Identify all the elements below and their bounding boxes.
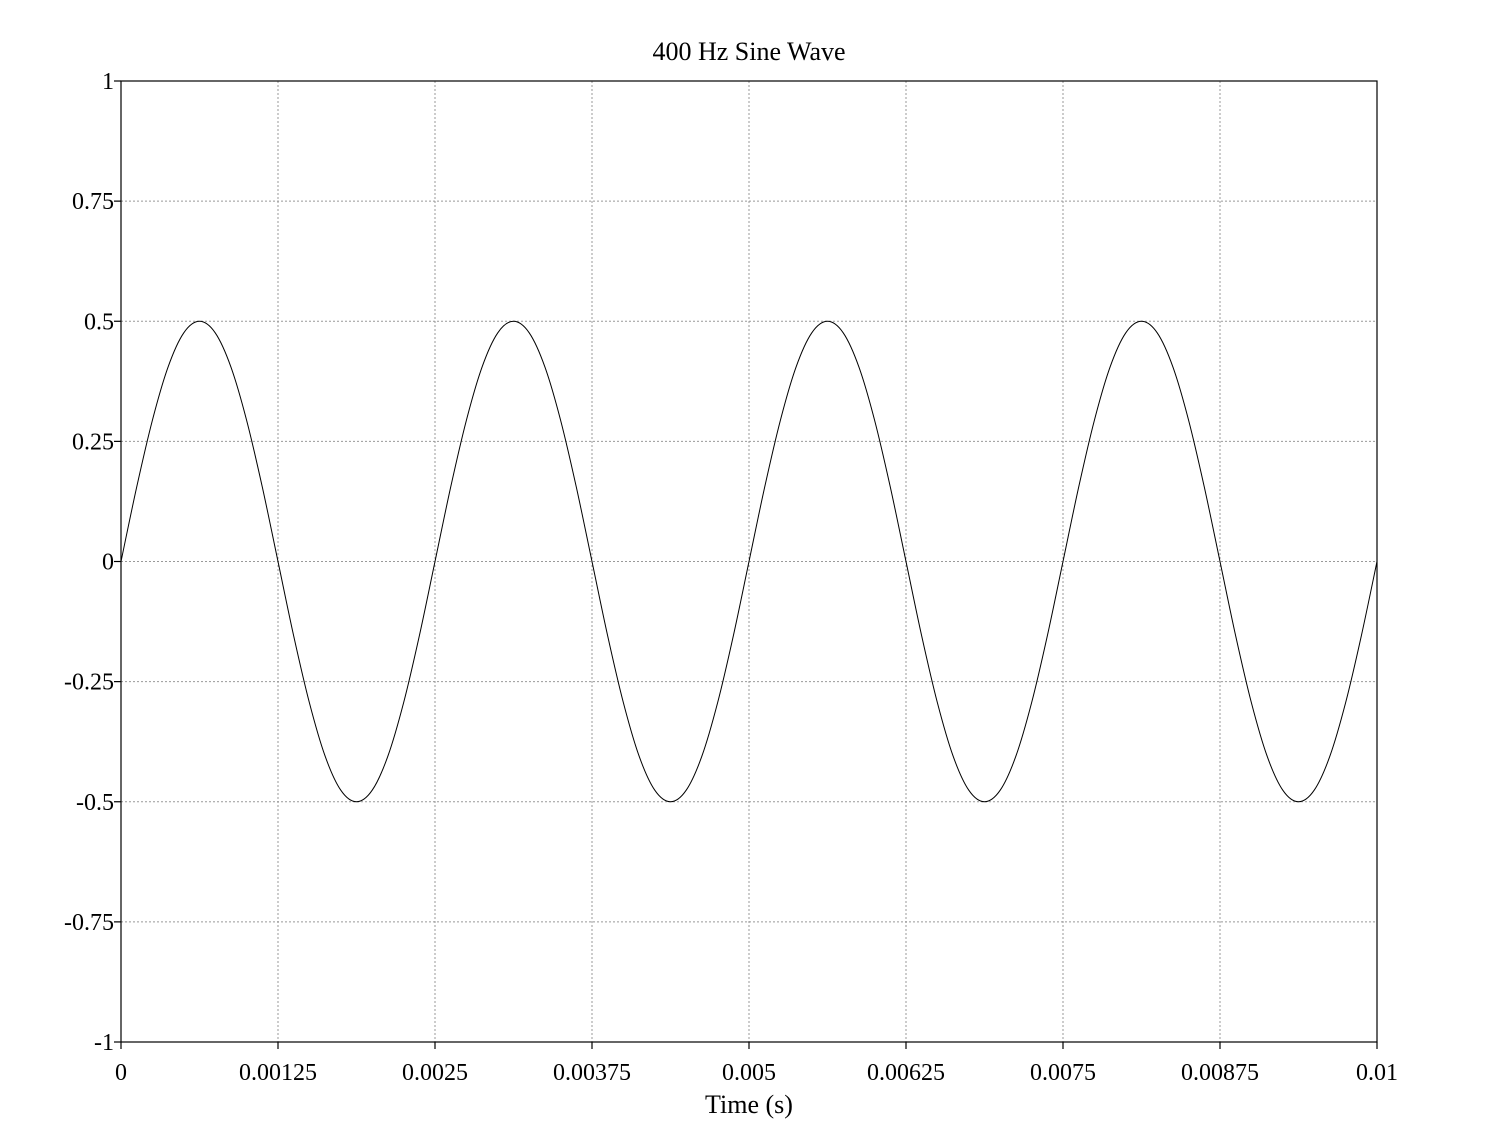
y-tick-label: 1 xyxy=(102,69,114,95)
y-tick-label: -0.5 xyxy=(76,790,114,816)
y-tick-label: 0.5 xyxy=(84,309,114,335)
y-tick-label: 0.75 xyxy=(72,189,114,215)
x-tick-label: 0.0075 xyxy=(1030,1060,1096,1086)
x-tick-label: 0 xyxy=(115,1060,127,1086)
chart-title: 400 Hz Sine Wave xyxy=(652,37,845,66)
y-tick-labels: 1 0.75 0.5 0.25 0 -0.25 -0.5 -0.75 -1 xyxy=(64,69,114,1056)
x-tick-label: 0.00875 xyxy=(1181,1060,1259,1086)
y-tick-label: 0 xyxy=(102,550,114,576)
y-tick-label: 0.25 xyxy=(72,429,114,455)
x-tick-labels: 0 0.00125 0.0025 0.00375 0.005 0.00625 0.0075 0… xyxy=(115,1060,1398,1086)
x-tick-label: 0.005 xyxy=(722,1060,776,1086)
x-tick-label: 0.01 xyxy=(1356,1060,1398,1086)
series-group xyxy=(120,320,1378,803)
x-tick-label: 0.00375 xyxy=(553,1060,631,1086)
x-axis-label: Time (s) xyxy=(705,1090,793,1119)
y-tick-label: -1 xyxy=(94,1030,114,1056)
x-tick-label: 0.0025 xyxy=(402,1060,468,1086)
y-tick-label: -0.75 xyxy=(64,910,114,936)
x-tick-label: 0.00125 xyxy=(239,1060,317,1086)
x-tick-label: 0.00625 xyxy=(867,1060,945,1086)
sine-wave-line xyxy=(120,320,1378,803)
y-tick-label: -0.25 xyxy=(64,670,114,696)
axis-ticks xyxy=(114,80,1378,1049)
